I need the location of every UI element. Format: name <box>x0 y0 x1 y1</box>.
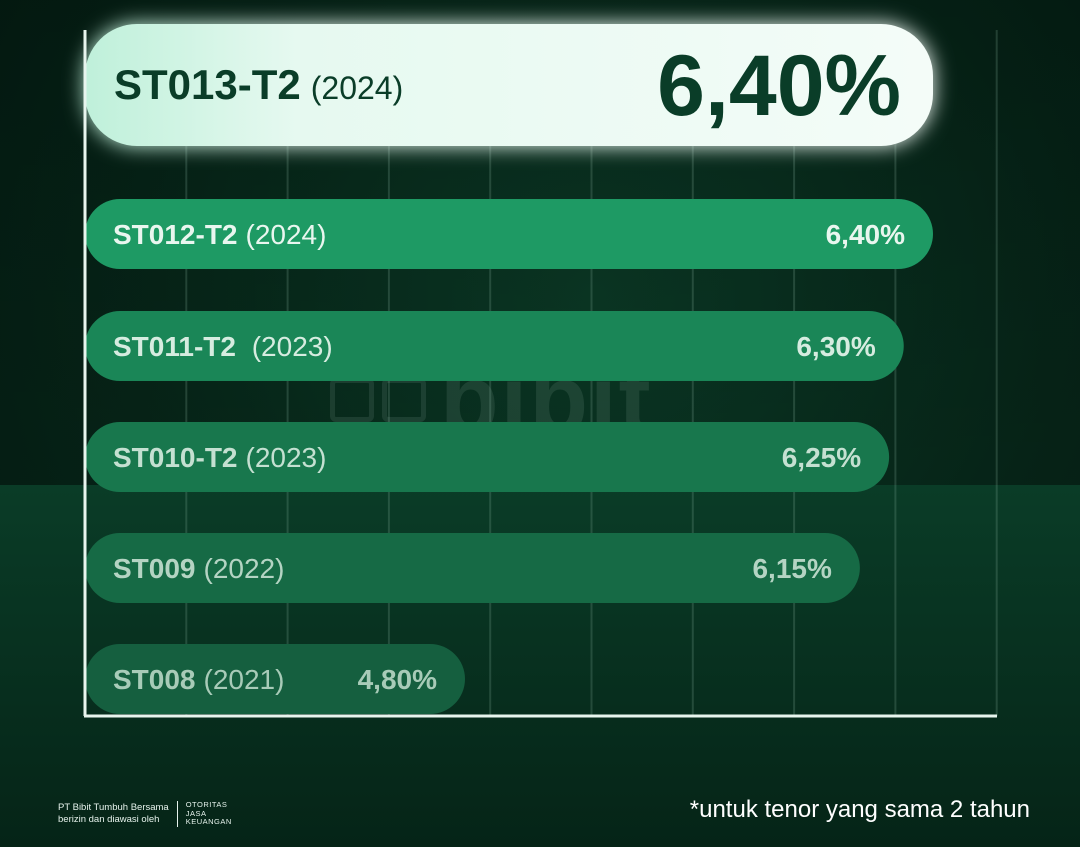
footnote: *untuk tenor yang sama 2 tahun <box>689 796 1030 823</box>
bar-category-label: ST011-T2 (2023) <box>113 331 333 362</box>
footer-divider <box>176 801 178 827</box>
bar-category-label: ST012-T2 (2024) <box>113 219 326 250</box>
ojk-line-2: JASA <box>185 808 207 818</box>
supervision-text: berizin dan diawasi oleh <box>58 814 160 825</box>
bar-category-label: ST010-T2 (2023) <box>113 442 326 473</box>
ojk-logo-text: OTORITAS JASA KEUANGAN <box>186 801 232 827</box>
bar-value-label: 6,30% <box>796 331 875 362</box>
ojk-line-1: OTORITAS <box>185 800 228 810</box>
regulator-disclaimer: PT Bibit Tumbuh Bersama berizin dan diaw… <box>58 801 232 827</box>
highlight-bar <box>85 24 933 146</box>
bar-value-label: 6,40% <box>826 219 905 250</box>
highlight-bar-value: 6,40% <box>657 38 901 134</box>
bar <box>85 644 465 714</box>
highlight-bar-label: ST013-T2 (2024) <box>114 61 403 108</box>
bar-value-label: 6,25% <box>782 442 861 473</box>
bar <box>85 422 890 492</box>
bar-value-label: 6,15% <box>752 553 831 584</box>
bar-category-label: ST008 (2021) <box>113 664 284 695</box>
bar <box>85 199 933 269</box>
ojk-line-3: KEUANGAN <box>185 817 232 827</box>
company-name: PT Bibit Tumbuh Bersama <box>58 802 169 813</box>
bar-category-label: ST009 (2022) <box>113 553 284 584</box>
bar <box>85 311 904 381</box>
bar <box>85 533 860 603</box>
bar-value-label: 4,80% <box>358 664 437 695</box>
